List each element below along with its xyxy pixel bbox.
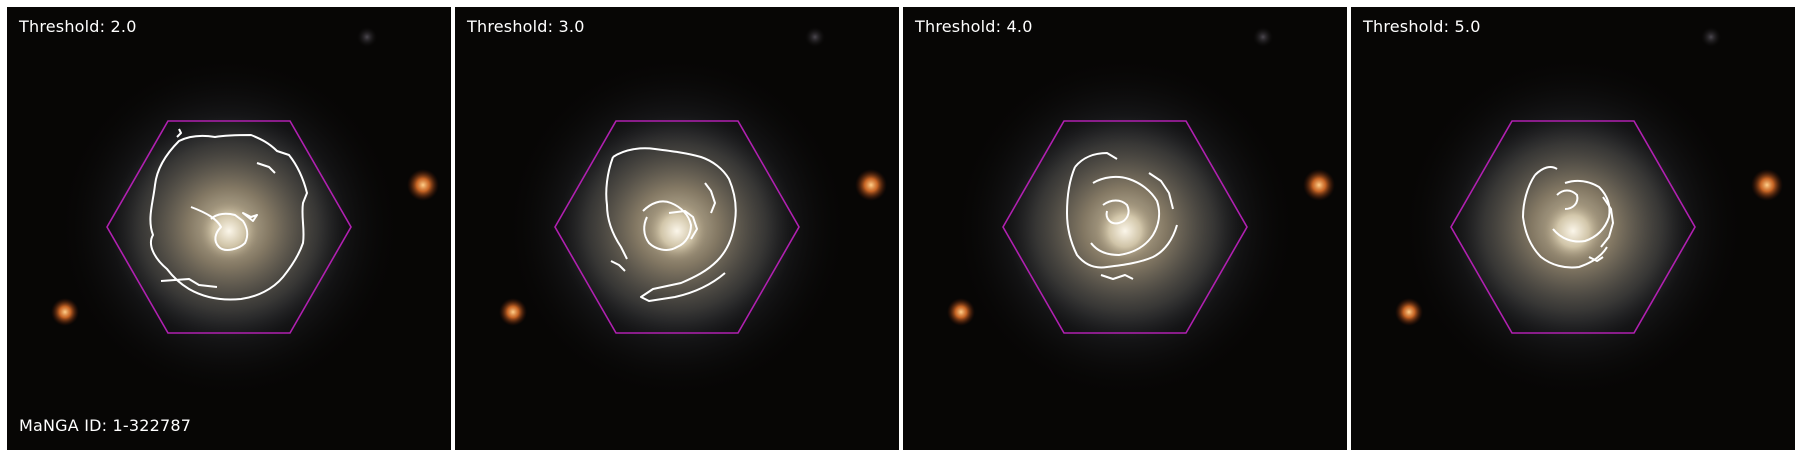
threshold-label: Threshold: 3.0 <box>467 17 585 36</box>
foreground-star-icon <box>407 169 439 201</box>
threshold-label: Threshold: 5.0 <box>1363 17 1481 36</box>
contour-lines <box>1522 166 1614 269</box>
foreground-star-icon <box>855 169 887 201</box>
foreground-star-icon <box>1395 298 1423 326</box>
ifu-hexagon <box>106 120 352 334</box>
foreground-star-icon <box>499 298 527 326</box>
galaxy-image <box>947 27 1335 397</box>
foreground-star-icon <box>1303 169 1335 201</box>
galaxy-image <box>51 27 439 397</box>
image-panel-threshold-2: Threshold: 2.0 MaNGA ID: 1-322787 <box>7 7 451 450</box>
contour-lines <box>605 147 737 302</box>
image-panel-threshold-3: Threshold: 3.0 <box>455 7 899 450</box>
threshold-label: Threshold: 4.0 <box>915 17 1033 36</box>
image-panel-threshold-5: Threshold: 5.0 <box>1351 7 1795 450</box>
manga-id-label: MaNGA ID: 1-322787 <box>19 416 192 435</box>
foreground-star-icon <box>51 298 79 326</box>
ifu-hexagon <box>1450 120 1696 334</box>
ifu-hexagon <box>554 120 800 334</box>
threshold-label: Threshold: 2.0 <box>19 17 137 36</box>
image-panel-threshold-4: Threshold: 4.0 <box>903 7 1347 450</box>
galaxy-image <box>499 27 887 397</box>
contour-lines <box>1066 152 1178 280</box>
foreground-star-icon <box>1751 169 1783 201</box>
foreground-star-icon <box>947 298 975 326</box>
contour-lines <box>149 128 308 301</box>
ifu-hexagon <box>1002 120 1248 334</box>
galaxy-image <box>1395 27 1783 397</box>
